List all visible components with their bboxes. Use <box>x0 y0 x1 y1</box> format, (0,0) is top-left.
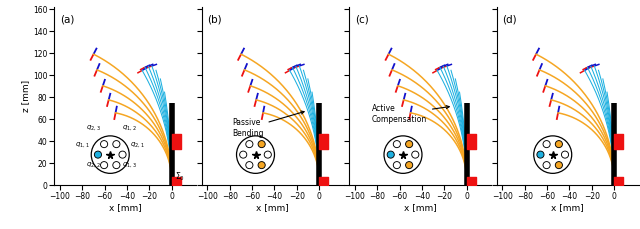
Text: $q_{1,2}$: $q_{1,2}$ <box>122 123 136 132</box>
Circle shape <box>258 141 265 148</box>
Circle shape <box>394 141 401 148</box>
Circle shape <box>556 162 563 169</box>
Text: $q_{1,3}$: $q_{1,3}$ <box>122 160 136 169</box>
Circle shape <box>537 151 544 158</box>
Circle shape <box>394 162 401 169</box>
Circle shape <box>534 136 572 173</box>
Circle shape <box>543 141 550 148</box>
Text: $q_{2,1}$: $q_{2,1}$ <box>131 140 145 149</box>
Text: $q_{1,1}$: $q_{1,1}$ <box>76 140 90 149</box>
Text: Passive
Bending: Passive Bending <box>232 111 304 138</box>
X-axis label: x [mm]: x [mm] <box>257 203 289 212</box>
X-axis label: x [mm]: x [mm] <box>404 203 436 212</box>
Circle shape <box>412 151 419 158</box>
Circle shape <box>119 151 126 158</box>
Circle shape <box>384 136 422 173</box>
X-axis label: x [mm]: x [mm] <box>552 203 584 212</box>
Circle shape <box>264 151 271 158</box>
Circle shape <box>113 141 120 148</box>
Text: $q_{2,3}$: $q_{2,3}$ <box>86 123 101 132</box>
Text: (b): (b) <box>207 15 222 25</box>
Text: (c): (c) <box>355 15 369 25</box>
Circle shape <box>406 162 413 169</box>
Text: $\Sigma_0$: $\Sigma_0$ <box>175 171 185 183</box>
Text: $q_{2,2}$: $q_{2,2}$ <box>86 160 101 169</box>
Circle shape <box>543 162 550 169</box>
Text: (a): (a) <box>60 15 74 25</box>
Circle shape <box>561 151 568 158</box>
X-axis label: x [mm]: x [mm] <box>109 203 141 212</box>
Circle shape <box>94 151 102 158</box>
Y-axis label: z [mm]: z [mm] <box>21 80 30 112</box>
Circle shape <box>100 162 108 169</box>
Circle shape <box>556 141 563 148</box>
Text: (d): (d) <box>502 15 517 25</box>
Circle shape <box>100 141 108 148</box>
Circle shape <box>92 136 129 173</box>
Circle shape <box>113 162 120 169</box>
Text: Active
Compensation: Active Compensation <box>372 104 449 123</box>
Circle shape <box>237 136 275 173</box>
Circle shape <box>239 151 247 158</box>
Circle shape <box>246 162 253 169</box>
Circle shape <box>406 141 413 148</box>
Circle shape <box>387 151 394 158</box>
Circle shape <box>258 162 265 169</box>
Circle shape <box>246 141 253 148</box>
